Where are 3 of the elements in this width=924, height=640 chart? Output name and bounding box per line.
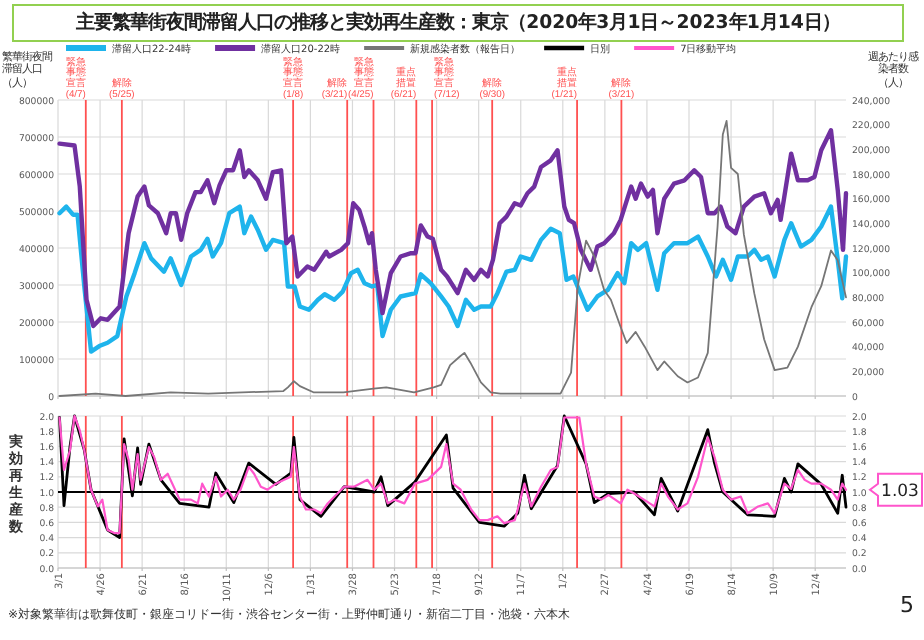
title: 主要繁華街夜間滞留人口の推移と実効再生産数：東京（2020年3月1日～2023年1月14日） bbox=[12, 4, 904, 42]
annotation: 1.03 bbox=[881, 481, 919, 502]
page-number: 5 bbox=[900, 592, 914, 618]
